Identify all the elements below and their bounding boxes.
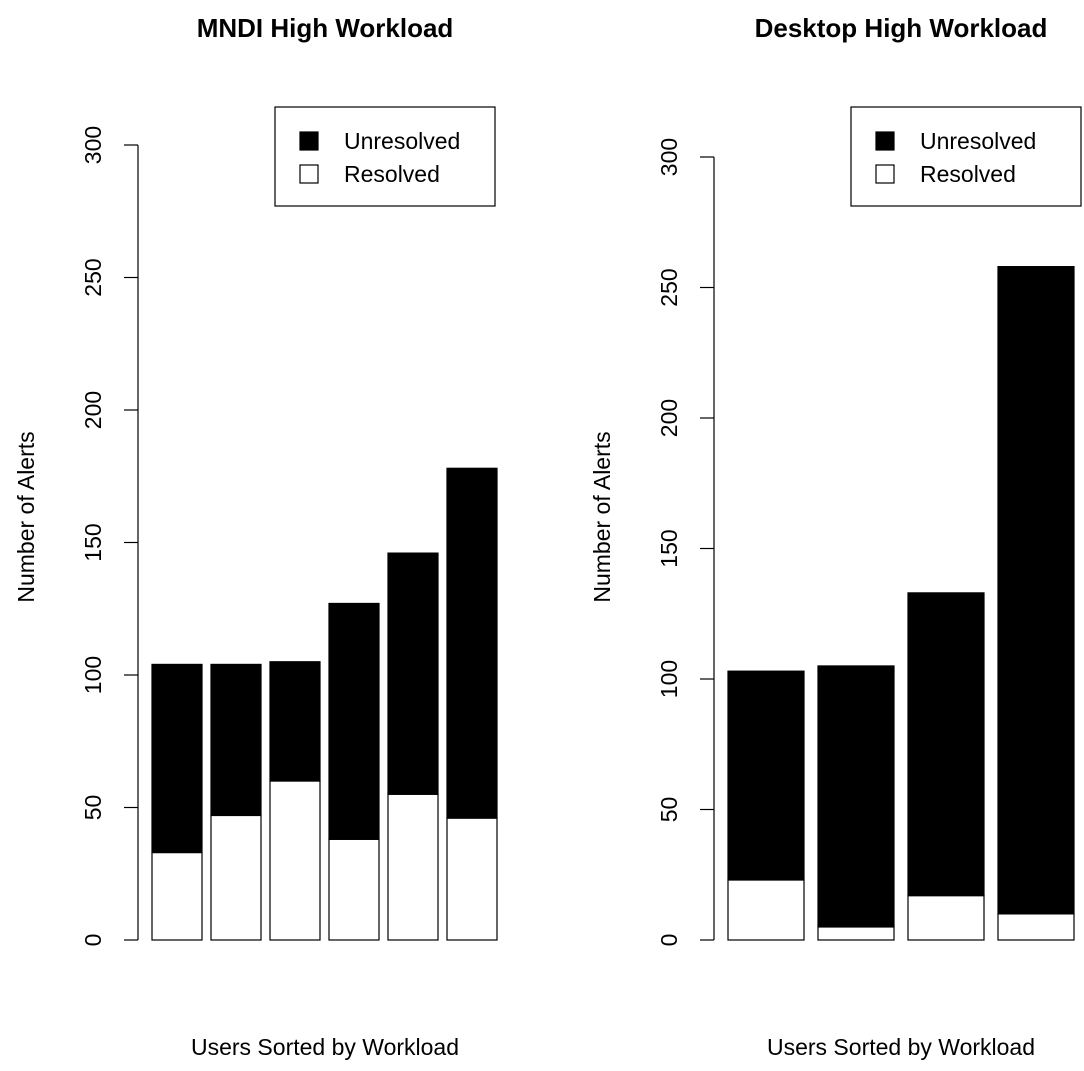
- y-axis-label: Number of Alerts: [589, 431, 615, 602]
- bar-resolved-2: [210, 814, 262, 941]
- y-axis-label: Number of Alerts: [13, 431, 39, 602]
- y-axis: 0 50 100 150 200 250 300: [80, 126, 139, 947]
- bar-unresolved-1: [151, 663, 203, 854]
- chart-title: MNDI High Workload: [197, 13, 454, 43]
- y-tick-label: 300: [80, 126, 106, 164]
- bar-resolved-6: [446, 817, 498, 941]
- legend-swatch-unresolved: [299, 131, 319, 151]
- y-tick-label: 150: [656, 529, 682, 567]
- y-tick-label: 200: [80, 391, 106, 429]
- y-tick-label: 50: [80, 795, 106, 821]
- bar-resolved-1: [151, 851, 203, 941]
- bar-resolved-1: [727, 879, 805, 941]
- legend-box: [850, 106, 1082, 207]
- legend-label-unresolved: Unresolved: [920, 128, 1036, 154]
- bar-unresolved-5: [387, 552, 439, 795]
- legend-swatch-unresolved: [875, 131, 895, 151]
- legend: Unresolved Resolved: [274, 106, 496, 207]
- y-tick-label: 250: [80, 258, 106, 296]
- legend-swatch-resolved: [299, 164, 319, 184]
- legend-label-resolved: Resolved: [344, 161, 440, 187]
- bar-unresolved-1: [727, 670, 805, 881]
- bar-unresolved-6: [446, 467, 498, 819]
- y-tick-label: 150: [80, 523, 106, 561]
- bar-resolved-3: [269, 780, 321, 941]
- y-tick-label: 0: [80, 934, 106, 947]
- legend-swatch-resolved: [875, 164, 895, 184]
- panel-desktop: Desktop High Workload Users Sorted by Wo…: [589, 13, 1082, 1060]
- bar-resolved-4: [328, 838, 380, 941]
- y-tick-label: 250: [656, 268, 682, 306]
- panel-mndi: MNDI High Workload Users Sorted by Workl…: [13, 13, 498, 1060]
- y-tick-label: 300: [656, 138, 682, 176]
- bar-unresolved-2: [817, 665, 895, 928]
- bar-unresolved-4: [328, 602, 380, 840]
- legend-label-resolved: Resolved: [920, 161, 1016, 187]
- bar-resolved-4: [997, 913, 1075, 941]
- bar-unresolved-3: [907, 592, 985, 897]
- bar-unresolved-4: [997, 266, 1075, 915]
- x-axis-label: Users Sorted by Workload: [191, 1034, 459, 1060]
- bars: [151, 467, 498, 941]
- y-axis: 0 50 100 150 200 250 300: [656, 138, 715, 947]
- legend-box: [274, 106, 496, 207]
- legend-label-unresolved: Unresolved: [344, 128, 460, 154]
- bar-resolved-2: [817, 926, 895, 941]
- bar-resolved-3: [907, 895, 985, 941]
- y-tick-label: 100: [80, 656, 106, 694]
- x-axis-label: Users Sorted by Workload: [767, 1034, 1035, 1060]
- y-tick-label: 0: [656, 934, 682, 947]
- bar-resolved-5: [387, 793, 439, 941]
- y-tick-label: 100: [656, 660, 682, 698]
- bar-unresolved-2: [210, 663, 262, 817]
- y-tick-label: 200: [656, 399, 682, 437]
- chart-title: Desktop High Workload: [755, 13, 1048, 43]
- bars: [727, 266, 1075, 941]
- legend: Unresolved Resolved: [850, 106, 1082, 207]
- y-tick-label: 50: [656, 797, 682, 823]
- bar-unresolved-3: [269, 661, 321, 782]
